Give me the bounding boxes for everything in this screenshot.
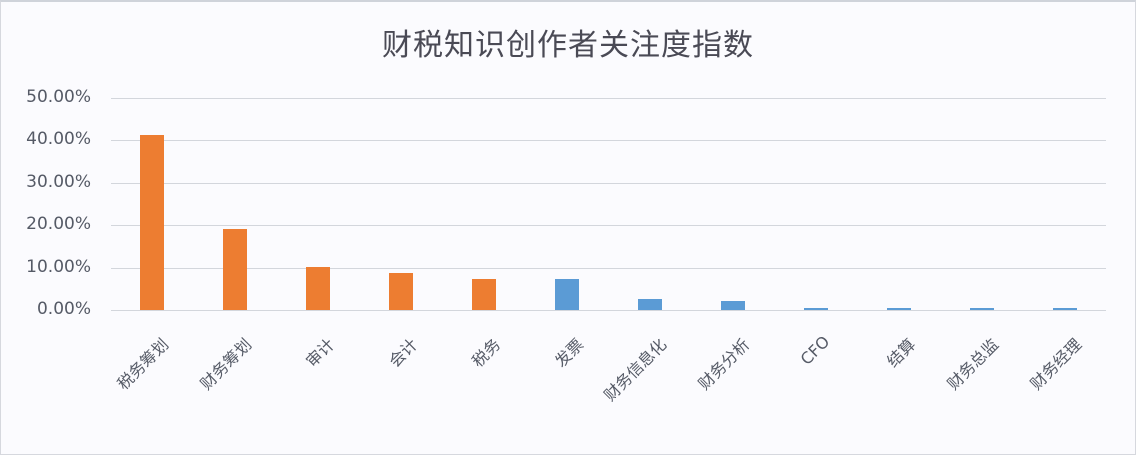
y-tick-label: 0.00%: [36, 299, 91, 319]
y-tick-label: 20.00%: [26, 214, 91, 235]
bar-6: [637, 298, 662, 310]
y-tick-label: 30.00%: [26, 171, 91, 192]
x-tick-label: 会计: [385, 334, 422, 371]
gridline: [111, 98, 1106, 99]
gridline: [111, 225, 1106, 227]
bar-9: [886, 307, 911, 310]
x-tick-label: CFO: [796, 332, 834, 369]
gridline: [111, 182, 1106, 184]
bar-2: [306, 267, 331, 310]
x-tick-label: 审计: [302, 334, 339, 371]
bar-1: [223, 229, 248, 310]
x-tick-label: 财务总监: [943, 334, 1002, 394]
bar-4: [472, 279, 497, 310]
x-tick-label: 税务: [468, 334, 505, 371]
bar-5: [555, 279, 580, 310]
gridline: [111, 267, 1106, 269]
chart-title: 财税知识创作者关注度指数: [382, 28, 754, 63]
bar-7: [720, 301, 745, 310]
bar-3: [389, 273, 414, 310]
x-tick-label: 结算: [882, 334, 919, 371]
x-tick-label: 发票: [551, 334, 588, 371]
y-tick-label: 10.00%: [26, 256, 91, 277]
bar-10: [969, 307, 994, 310]
bar-11: [1052, 307, 1077, 310]
x-tick-label: 财务筹划: [196, 334, 256, 394]
bar-8: [803, 307, 828, 310]
x-tick-label: 财务分析: [694, 334, 754, 394]
gridline: [111, 140, 1106, 142]
gridline: [111, 310, 1106, 311]
y-tick-label: 50.00%: [26, 87, 91, 107]
x-tick-label: 财务信息化: [600, 334, 671, 405]
bar-0: [140, 134, 165, 310]
x-tick-label: 财务经理: [1026, 334, 1085, 394]
x-tick-label: 税务筹划: [114, 334, 173, 394]
y-tick-label: 40.00%: [26, 129, 91, 150]
